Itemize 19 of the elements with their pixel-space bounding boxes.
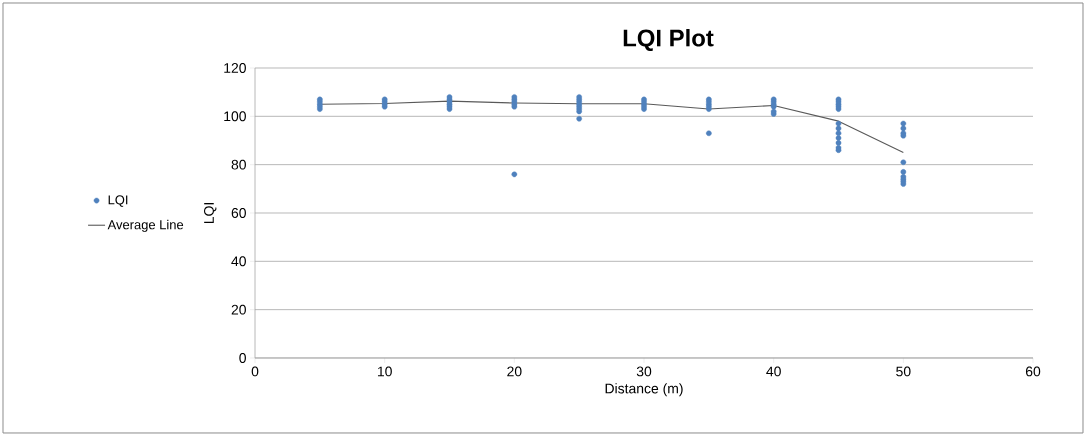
x-axis-title: Distance (m): [605, 383, 683, 397]
x-tick-label: 40: [766, 366, 781, 377]
x-tick-label: 0: [251, 366, 259, 377]
x-tick-label: 50: [896, 366, 911, 377]
y-tick-label: 20: [231, 304, 246, 315]
legend-label: Average Line: [107, 219, 184, 232]
y-tick-label: 80: [231, 159, 246, 170]
y-tick-label: 120: [224, 63, 246, 73]
x-tick-label: 60: [1025, 366, 1041, 377]
x-tick-label: 10: [377, 366, 392, 377]
y-tick-label: 60: [231, 208, 246, 218]
y-tick-label: 40: [231, 256, 246, 267]
chart-title: LQI Plot: [623, 28, 714, 51]
y-tick-label: 100: [224, 111, 246, 122]
x-tick-label: 30: [636, 366, 652, 377]
x-tick-label: 20: [507, 366, 522, 377]
y-tick-label: 0: [239, 353, 246, 363]
legend-label: LQI: [108, 195, 128, 207]
y-axis-title: LQI: [204, 203, 217, 224]
